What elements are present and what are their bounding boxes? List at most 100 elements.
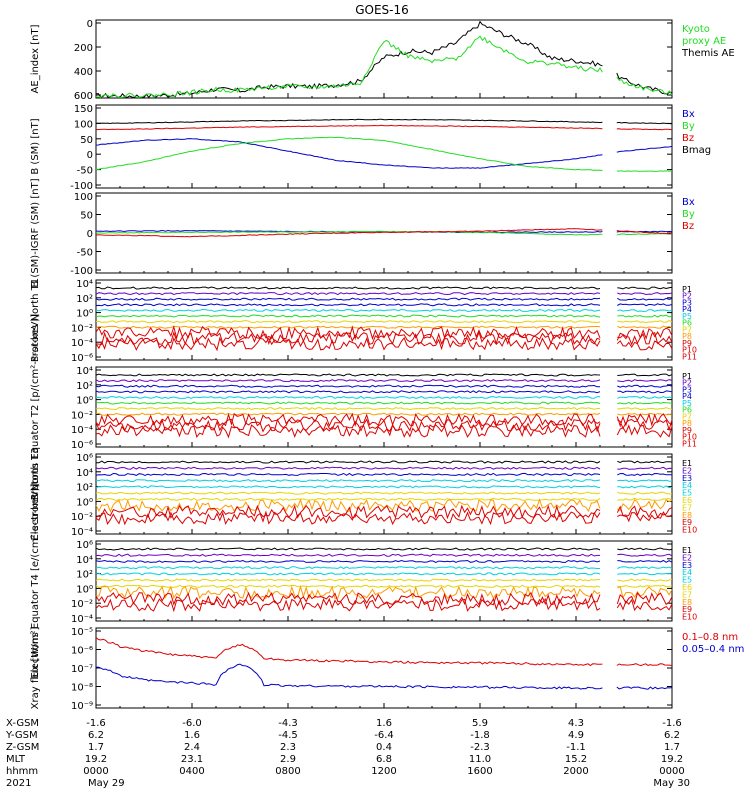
- y-tick-label: 10⁰: [76, 396, 93, 407]
- legend-entry: 0.1–0.8 nm: [682, 632, 738, 643]
- channel-trace: [95, 412, 673, 428]
- y-axis-label: B (SM) [nT]: [30, 118, 41, 174]
- channel-trace: [95, 379, 673, 383]
- channel-trace: [95, 472, 673, 476]
- channel-trace: [95, 292, 673, 296]
- channel-trace: [95, 407, 673, 411]
- x-axis-value: 6.8: [376, 754, 392, 765]
- panel-7: 10⁶ 10⁴ 10² 10⁰ 10⁻² 10⁻⁴ Electrons Equator T4…: [30, 483, 697, 678]
- legend-entry: P7: [682, 325, 692, 334]
- y-axis-label: Xray flux [W/m²]: [30, 627, 41, 710]
- x-axis-value: -1.1: [566, 742, 586, 753]
- x-axis-value: -2.3: [470, 742, 490, 753]
- channel-trace: [95, 308, 673, 312]
- channel-trace: [95, 584, 673, 588]
- channel-trace: [95, 297, 673, 301]
- y-axis-label: Protons Equator T2 [p/(cm²-s-sr-keV)]: [30, 314, 41, 501]
- y-tick-label: 10⁻²: [71, 599, 93, 610]
- channel-trace: [95, 479, 673, 483]
- y-tick-label: 10⁻⁴: [71, 527, 93, 538]
- channel-trace: [95, 497, 673, 501]
- x-axis-value: May 30: [653, 778, 690, 789]
- x-axis-value: 19.2: [661, 754, 683, 765]
- legend-entry: P5: [682, 399, 692, 408]
- legend-entry: P2: [682, 292, 692, 301]
- x-axis-value: 1.7: [88, 742, 104, 753]
- y-tick-label: 10⁻⁴: [71, 425, 93, 436]
- x-axis-value: 1.6: [376, 718, 392, 729]
- y-tick-label: -100: [70, 181, 93, 192]
- legend-entry: E7: [682, 590, 692, 599]
- series-line-kyoto-proxy-ae: [96, 35, 673, 99]
- y-tick-label: 10⁻⁹: [71, 701, 93, 712]
- y-tick-label: 0: [87, 19, 93, 30]
- legend-entry: E8: [682, 598, 692, 607]
- channel-trace: [95, 314, 673, 318]
- series-line-0-05-0-4-nm: [95, 663, 673, 690]
- channel-trace: [95, 303, 673, 307]
- y-tick-label: 200: [74, 43, 93, 54]
- x-axis-value: 15.2: [565, 754, 587, 765]
- x-axis-value: 1.6: [184, 730, 200, 741]
- legend-entry: E2: [682, 466, 692, 475]
- series-line-by: [95, 136, 673, 172]
- y-tick-label: 10⁰: [76, 309, 93, 320]
- series-line-0-1-0-8-nm: [95, 637, 673, 667]
- y-axis-label: Electrons North T3: [30, 447, 41, 540]
- legend-entry: E10: [682, 613, 697, 622]
- legend-entry: By: [682, 209, 695, 220]
- y-axis-label: Protons North T1: [30, 278, 41, 362]
- legend-entry: E5: [682, 489, 692, 498]
- legend-entry: P4: [682, 392, 692, 401]
- y-tick-label: -50: [77, 248, 93, 259]
- legend-entry: P9: [682, 339, 692, 348]
- panel-5: 10⁴ 10² 10⁰ 10⁻² 10⁻⁴ 10⁻⁶ Protons Equator T2 …: [30, 314, 697, 501]
- y-tick-label: 10⁴: [76, 366, 93, 377]
- y-tick-label: 10⁰: [76, 584, 93, 595]
- plot-title: GOES-16: [355, 3, 409, 17]
- series-line-bmag: [95, 118, 673, 125]
- y-tick-label: 10⁻⁴: [71, 338, 93, 349]
- x-axis-value: 0.4: [376, 742, 392, 753]
- y-tick-label: 10⁴: [76, 468, 93, 479]
- y-tick-label: 0: [87, 150, 93, 161]
- y-tick-label: 0: [87, 229, 93, 240]
- y-tick-label: 10⁻⁶: [71, 353, 93, 364]
- channel-trace: [95, 597, 673, 613]
- panel-frame: [95, 540, 673, 622]
- panel-frame: [95, 104, 673, 189]
- y-tick-label: -50: [77, 166, 93, 177]
- x-axis-row-label: Y-GSM: [5, 730, 38, 741]
- channel-trace: [95, 491, 673, 495]
- x-axis-value: 2000: [563, 766, 588, 777]
- legend-entry: E8: [682, 511, 692, 520]
- x-axis-value: 5.9: [472, 718, 488, 729]
- x-axis-value: 1.7: [664, 742, 680, 753]
- x-axis-row-label: MLT: [6, 754, 26, 765]
- channel-trace: [95, 466, 673, 470]
- y-tick-label: 50: [80, 211, 93, 222]
- legend-entry: P8: [682, 332, 692, 341]
- legend-entry: P4: [682, 305, 692, 314]
- y-tick-label: 400: [74, 67, 93, 78]
- channel-trace: [95, 553, 673, 557]
- y-tick-label: 10⁻²: [71, 410, 93, 421]
- y-tick-label: 100: [74, 192, 93, 203]
- channel-trace: [95, 584, 673, 600]
- channel-trace: [95, 418, 673, 433]
- legend-entry: E9: [682, 518, 692, 527]
- x-axis-row-label: X-GSM: [6, 718, 39, 729]
- y-tick-label: -100: [70, 266, 93, 277]
- legend-entry: proxy AE: [682, 36, 726, 47]
- legend-entry: E6: [682, 583, 692, 592]
- x-axis-value: -4.5: [278, 730, 298, 741]
- series-line-bz: [95, 124, 673, 131]
- x-axis-value: May 29: [88, 778, 125, 789]
- x-axis-value: 0400: [179, 766, 204, 777]
- channel-trace: [95, 336, 673, 352]
- legend-entry: E1: [682, 546, 692, 555]
